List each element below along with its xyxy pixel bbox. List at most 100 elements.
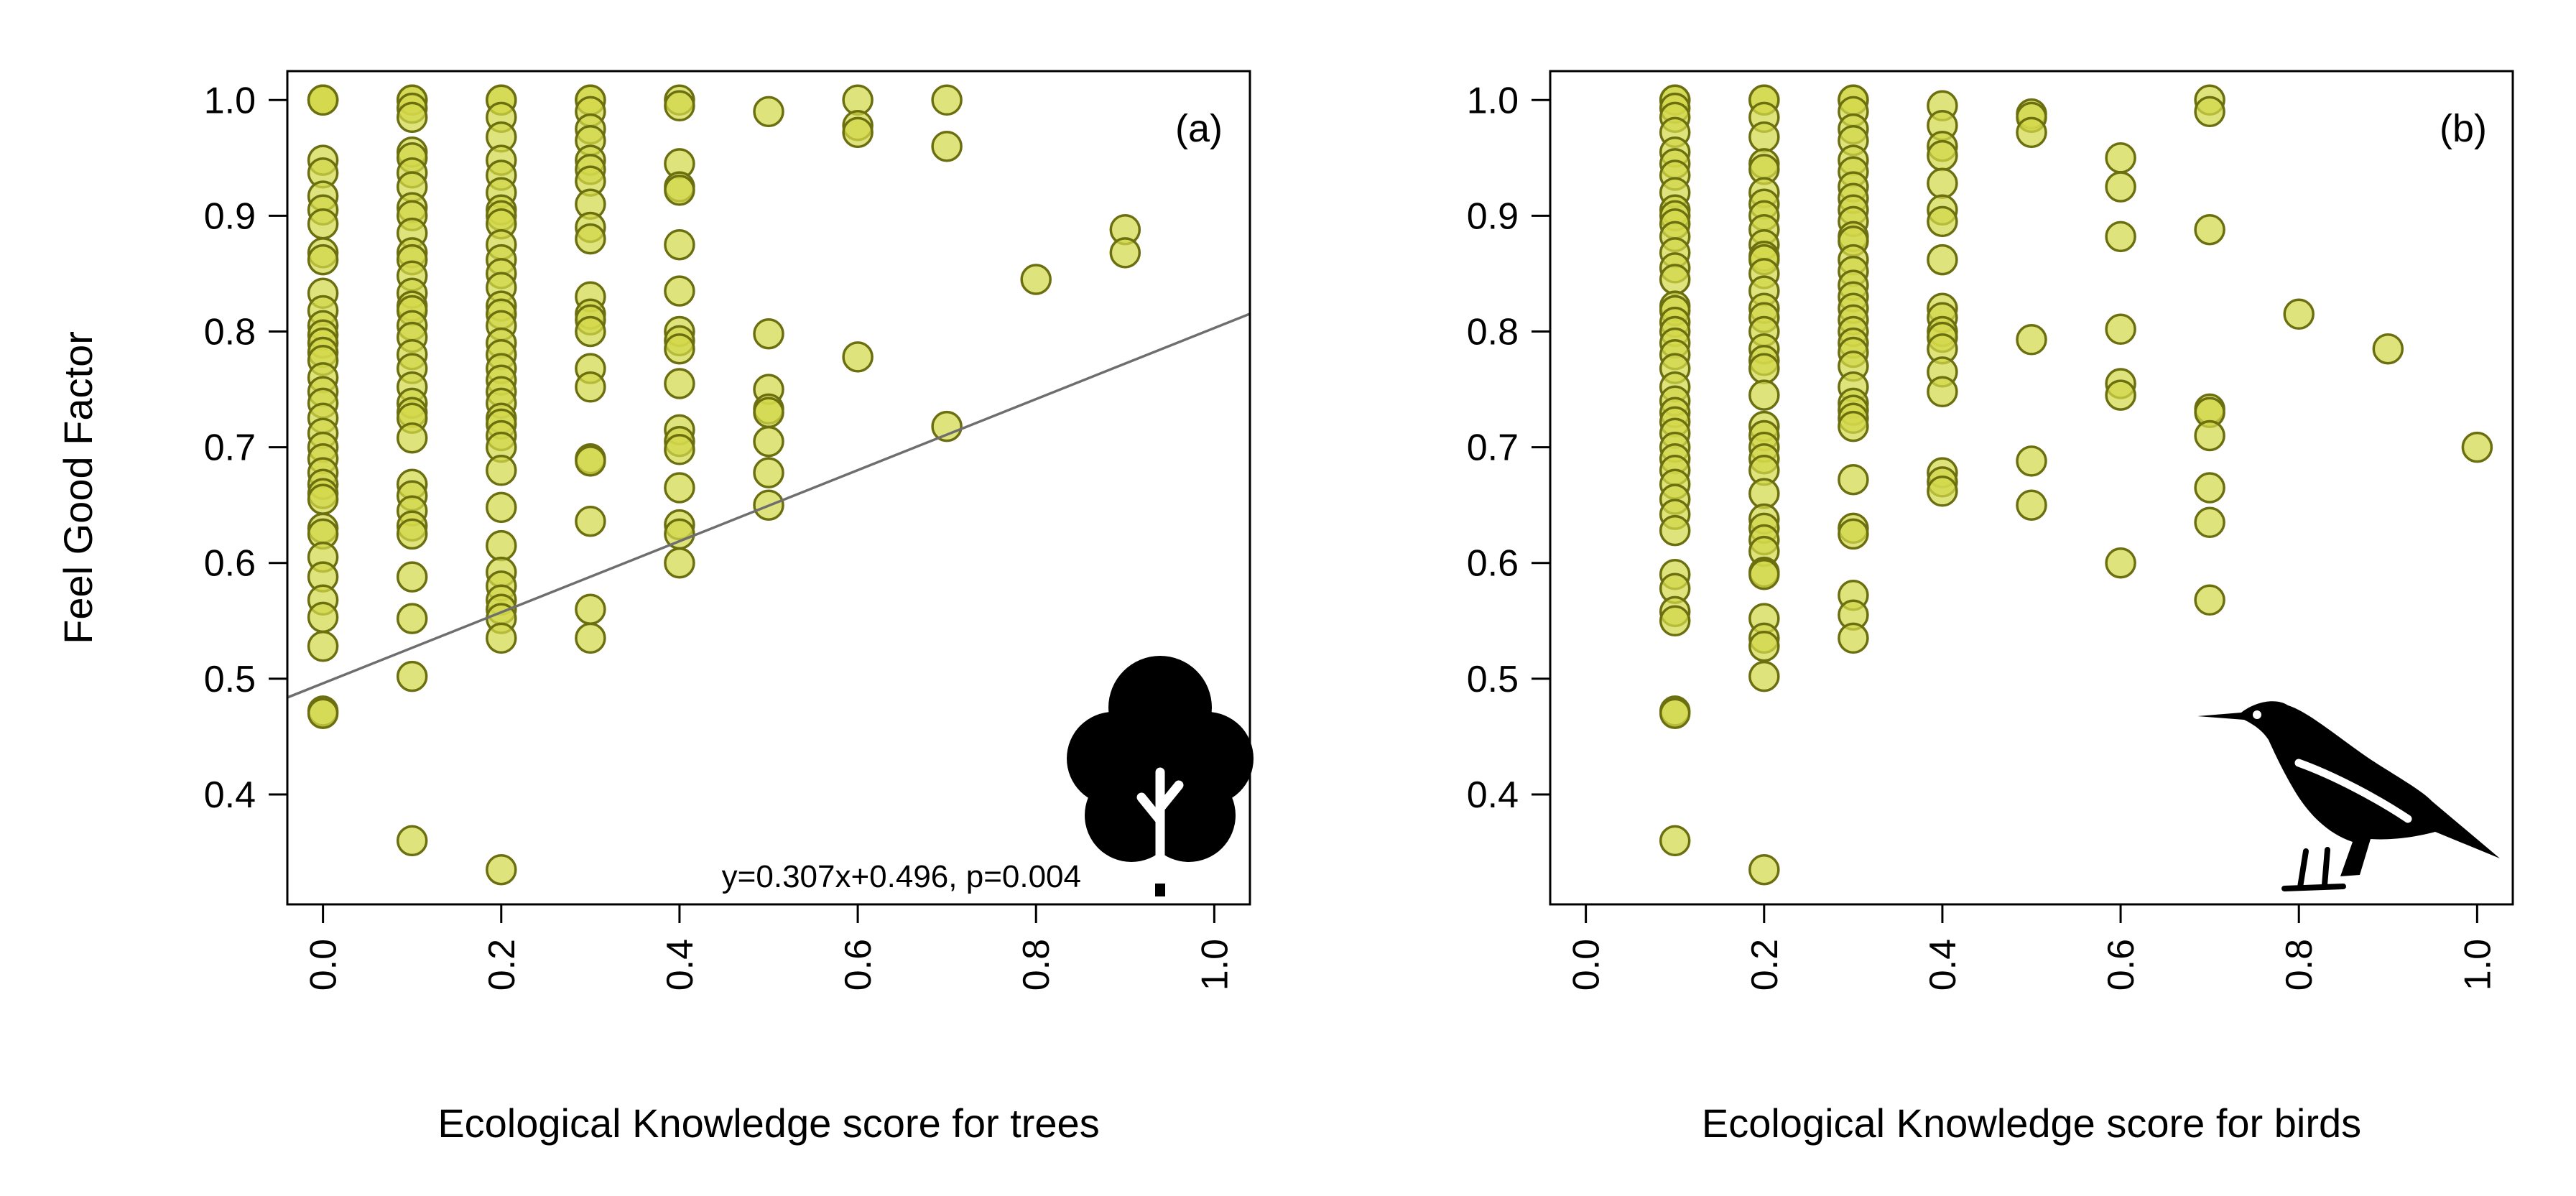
data-point: [2105, 171, 2136, 203]
data-point: [486, 622, 517, 654]
data-point: [1659, 264, 1691, 295]
data-point: [2105, 142, 2136, 174]
data-point: [486, 491, 517, 524]
data-point: [575, 445, 606, 477]
x-tick-label: 0.2: [1744, 939, 1786, 991]
x-tick-label: 0.4: [659, 939, 701, 991]
data-point: [2461, 431, 2493, 463]
panel-b-points: [1659, 84, 2493, 886]
panel-a-label: (a): [1175, 107, 1223, 150]
data-point: [1838, 622, 1869, 654]
panel-a-x-axis-title: Ecological Knowledge score for trees: [437, 1100, 1099, 1146]
data-point: [753, 457, 784, 488]
data-point: [2194, 96, 2225, 128]
y-tick-label: 0.5: [204, 659, 256, 700]
data-point: [575, 315, 606, 348]
data-point: [1927, 167, 1958, 200]
data-point: [2016, 489, 2047, 521]
data-point: [1927, 205, 1958, 238]
data-point: [1020, 264, 1052, 295]
data-point: [486, 853, 517, 886]
x-tick-label: 0.0: [1566, 939, 1608, 991]
data-point: [1748, 121, 1780, 153]
y-tick-label: 0.9: [204, 195, 256, 237]
regression-equation: y=0.307x+0.496, p=0.004: [722, 859, 1081, 894]
data-point: [2283, 298, 2315, 330]
data-point: [2105, 221, 2136, 253]
data-point: [1748, 353, 1780, 384]
data-point: [2194, 213, 2225, 246]
data-point: [2016, 116, 2047, 149]
data-point: [1838, 518, 1869, 550]
y-tick-label: 0.7: [204, 427, 256, 469]
data-point: [575, 593, 606, 625]
data-point: [307, 601, 339, 634]
y-tick-label: 0.5: [1467, 659, 1519, 700]
data-point: [2194, 584, 2225, 616]
data-point: [575, 371, 606, 403]
data-point: [2105, 547, 2136, 579]
data-point: [664, 228, 695, 261]
x-tick-label: 0.6: [838, 939, 879, 991]
data-point: [931, 410, 963, 442]
data-point: [753, 317, 784, 350]
panel-a-plot-frame: [286, 70, 1251, 906]
x-tick-label: 0.8: [1016, 939, 1057, 991]
x-tick-label: 0.6: [2100, 939, 2142, 991]
data-point: [575, 622, 606, 654]
y-tick-label: 0.4: [1467, 774, 1519, 816]
data-point: [307, 84, 339, 116]
panel-a-points: [287, 84, 1251, 886]
panel-b-ticks: 0.0 0.2 0.4 0.6 0.8 1.0 0.4 0.5 0.6 0.7 0.8 0.9 1.0: [1467, 80, 2499, 991]
panel-b-label: (b): [2440, 107, 2487, 150]
data-point: [396, 518, 428, 550]
y-tick-label: 0.9: [1467, 195, 1519, 237]
data-point: [931, 84, 963, 116]
data-point: [2016, 445, 2047, 477]
data-point: [753, 96, 784, 128]
data-point: [1659, 514, 1691, 547]
data-point: [575, 505, 606, 537]
data-point: [486, 529, 517, 562]
data-point: [1927, 139, 1958, 172]
y-tick-label: 0.8: [1467, 312, 1519, 353]
data-point: [664, 333, 695, 365]
data-point: [1927, 376, 1958, 408]
panel-b-plot-frame: [1549, 70, 2514, 906]
data-point: [664, 175, 695, 206]
data-point: [1748, 660, 1780, 692]
data-point: [931, 130, 963, 162]
data-point: [2194, 419, 2225, 452]
data-point: [664, 547, 695, 579]
x-tick-label: 0.8: [2279, 939, 2320, 991]
data-point: [396, 101, 428, 134]
y-tick-label: 0.7: [1467, 427, 1519, 469]
data-point: [1748, 559, 1780, 590]
y-tick-label: 1.0: [1467, 80, 1519, 121]
data-point: [2016, 324, 2047, 356]
panel-a-ticks: 0.0 0.2 0.4 0.6 0.8 1.0 0.4 0.5 0.6 0.7 0.8 0.9 1.0: [204, 80, 1236, 991]
data-point: [1659, 825, 1691, 857]
data-point: [1659, 605, 1691, 637]
data-point: [307, 697, 339, 729]
data-point: [2105, 379, 2136, 411]
regression-line: [287, 312, 1251, 699]
panel-b-x-axis-title: Ecological Knowledge score for birds: [1702, 1100, 2361, 1146]
y-tick-label: 1.0: [204, 80, 256, 121]
x-tick-label: 1.0: [2457, 939, 2498, 991]
y-tick-label: 0.6: [204, 543, 256, 585]
data-point: [1838, 410, 1869, 442]
data-point: [1927, 476, 1958, 507]
data-point: [2105, 313, 2136, 346]
tree-icon: [1067, 656, 1254, 896]
data-point: [2194, 506, 2225, 539]
data-point: [753, 425, 784, 458]
data-point: [396, 825, 428, 857]
data-point: [2372, 333, 2404, 365]
data-point: [2194, 472, 2225, 504]
data-point: [1659, 697, 1691, 729]
data-point: [664, 275, 695, 307]
x-tick-label: 0.0: [303, 939, 345, 991]
data-point: [486, 455, 517, 486]
